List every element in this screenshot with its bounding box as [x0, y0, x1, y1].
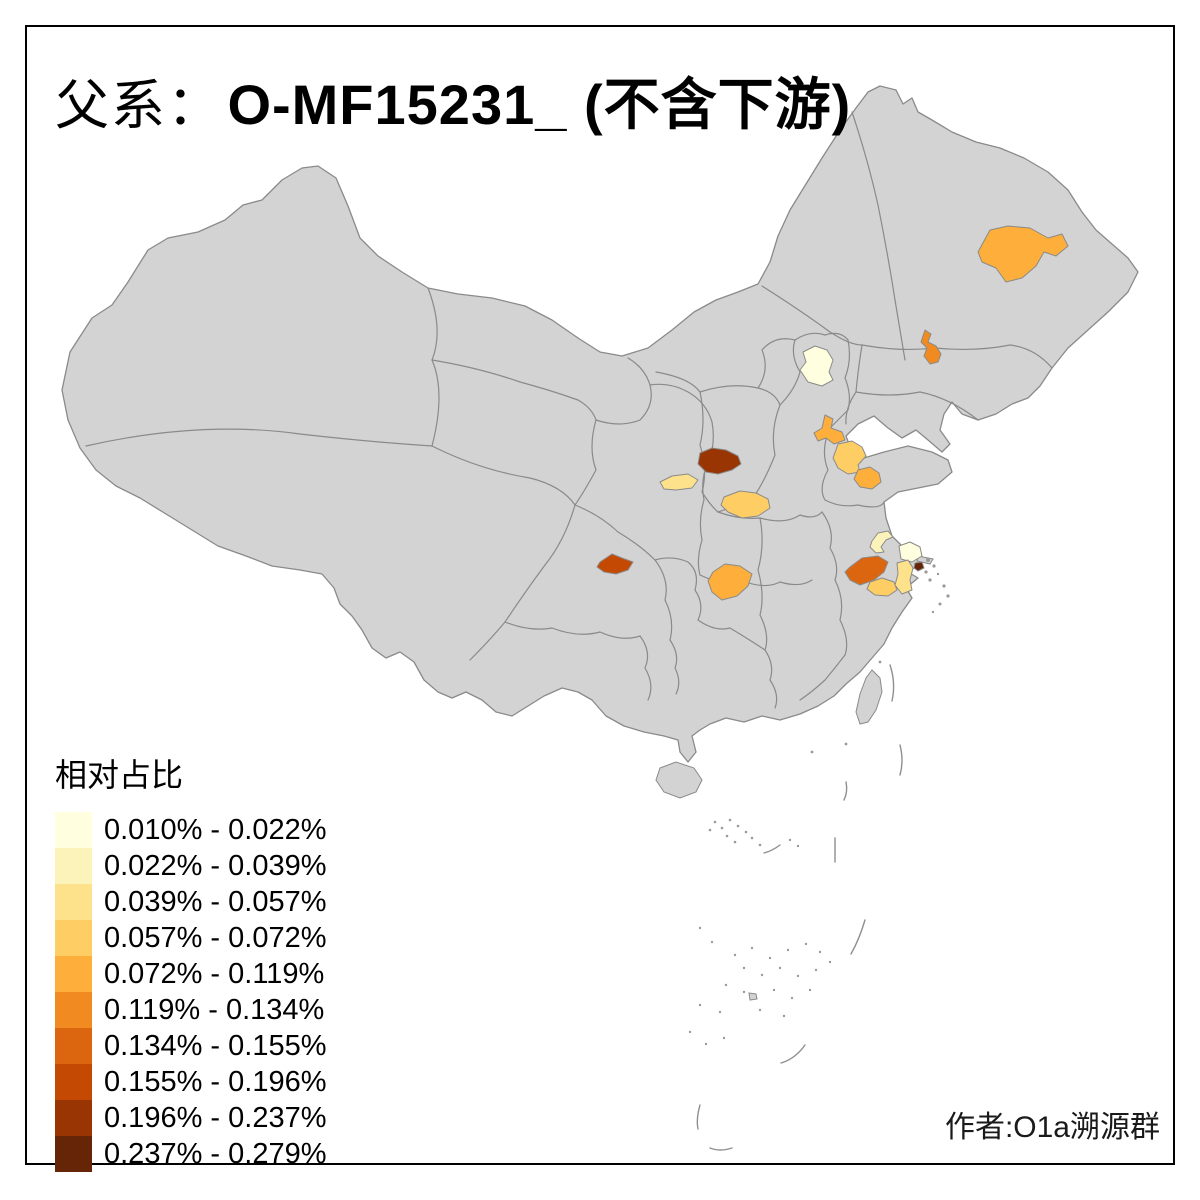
legend-swatch	[55, 1100, 92, 1136]
legend-swatch	[55, 956, 92, 992]
legend-swatch	[55, 992, 92, 1028]
title-prefix: 父系：	[55, 76, 223, 136]
map-region-anhui-south	[866, 577, 898, 597]
islands	[655, 555, 934, 1001]
legend-swatch	[55, 812, 92, 848]
legend-row: 0.155% - 0.196%	[55, 1064, 326, 1100]
legend-label: 0.022% - 0.039%	[104, 849, 327, 882]
province-borders	[85, 111, 1053, 709]
map-region-henan-west	[720, 490, 771, 519]
map-region-zhejiang-north	[894, 559, 914, 595]
legend-label: 0.039% - 0.057%	[104, 885, 327, 918]
legend-swatch	[55, 1028, 92, 1064]
map-region-beijing	[799, 345, 834, 387]
map-region-shaanxi-central	[659, 473, 699, 491]
legend: 相对占比 0.010% - 0.022% 0.022% - 0.039% 0.0…	[55, 750, 326, 1172]
legend-swatch	[55, 1064, 92, 1100]
legend-row: 0.134% - 0.155%	[55, 1028, 326, 1064]
legend-label: 0.119% - 0.134%	[104, 993, 325, 1026]
map-region-liaoning-south	[920, 329, 942, 365]
china-mainland	[61, 85, 1139, 763]
colored-regions	[596, 225, 1069, 601]
map-region-shanxi-south	[697, 447, 742, 475]
legend-label: 0.057% - 0.072%	[104, 921, 327, 954]
map-region-shanghai	[913, 561, 925, 572]
map-region-harbin	[977, 225, 1069, 283]
legend-row: 0.010% - 0.022%	[55, 812, 326, 848]
map-title: 父系： O-MF15231_ (不含下游)	[55, 60, 851, 141]
map-region-jiangsu-middle	[869, 530, 894, 554]
legend-row: 0.039% - 0.057%	[55, 884, 326, 920]
legend-swatch	[55, 920, 92, 956]
legend-label: 0.196% - 0.237%	[104, 1101, 327, 1134]
legend-row: 0.057% - 0.072%	[55, 920, 326, 956]
legend-label: 0.010% - 0.022%	[104, 813, 327, 846]
legend-swatch	[55, 1136, 92, 1172]
legend-label: 0.237% - 0.279%	[104, 1137, 327, 1170]
title-main: O-MF15231_ (不含下游)	[227, 73, 852, 136]
legend-row: 0.119% - 0.134%	[55, 992, 326, 1028]
map-region-shandong-west	[813, 414, 846, 445]
legend-row: 0.196% - 0.237%	[55, 1100, 326, 1136]
legend-swatch	[55, 884, 92, 920]
map-region-anhui-east	[844, 555, 889, 586]
map-region-chengdu	[596, 553, 634, 575]
plot-frame	[25, 25, 1175, 1165]
legend-label: 0.134% - 0.155%	[104, 1029, 327, 1062]
author-credit: 作者:O1a溯源群	[944, 1111, 1160, 1144]
legend-swatch	[55, 848, 92, 884]
taiwan-island	[855, 669, 883, 725]
legend-row: 0.072% - 0.119%	[55, 956, 326, 992]
sea-specks	[688, 558, 950, 1151]
legend-label: 0.072% - 0.119%	[104, 957, 325, 990]
legend-label: 0.155% - 0.196%	[104, 1065, 327, 1098]
legend-title: 相对占比	[55, 757, 184, 793]
map-region-hubei-north	[707, 563, 753, 601]
map-region-jiangsu-north	[853, 466, 882, 490]
map-region-jiangsu-south	[898, 541, 923, 563]
south-sea-islet	[748, 992, 758, 1001]
hainan-island	[655, 761, 703, 799]
legend-row: 0.237% - 0.279%	[55, 1136, 326, 1172]
legend-row: 0.022% - 0.039%	[55, 848, 326, 884]
